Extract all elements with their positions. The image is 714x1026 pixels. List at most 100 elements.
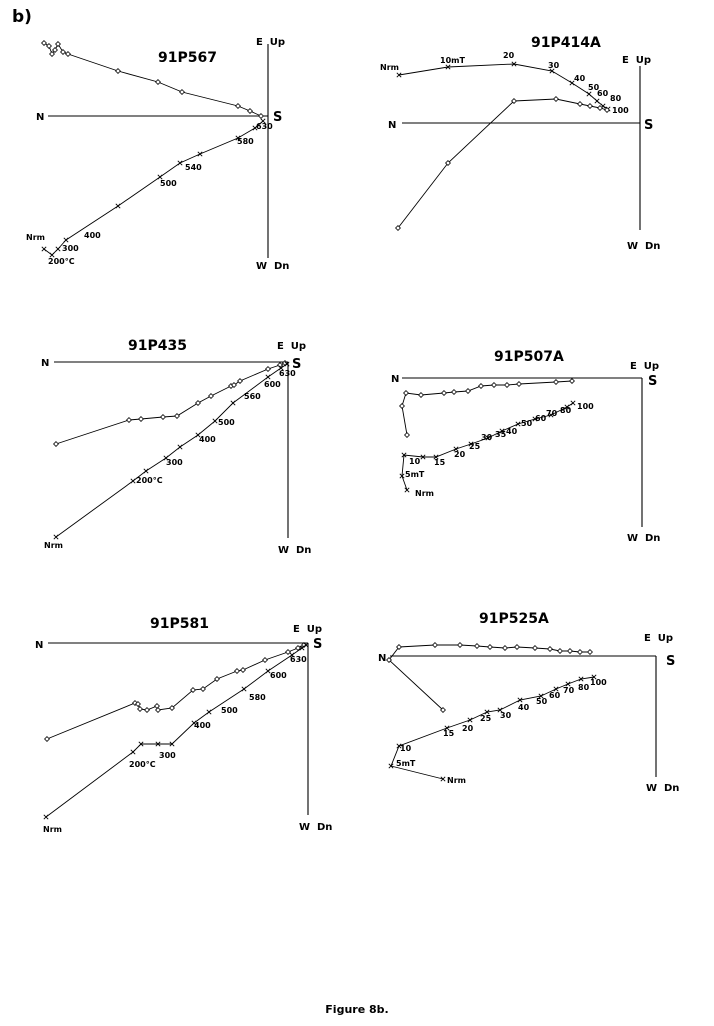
axis-label-south: S bbox=[292, 357, 301, 372]
step-label: 40 bbox=[518, 703, 530, 712]
step-label: 80 bbox=[560, 406, 572, 415]
data-point-cross bbox=[303, 642, 309, 648]
step-label: 500 bbox=[218, 418, 235, 427]
data-point-cross bbox=[155, 741, 161, 747]
data-point-cross bbox=[497, 707, 503, 713]
step-label: 25 bbox=[480, 714, 492, 723]
step-label: Nrm bbox=[44, 541, 63, 550]
data-point-diamond bbox=[491, 382, 497, 388]
step-label: 300 bbox=[166, 458, 183, 467]
data-point-diamond bbox=[597, 105, 603, 111]
data-point-cross bbox=[399, 473, 405, 479]
series-line-0 bbox=[401, 380, 573, 436]
data-point-cross bbox=[163, 455, 169, 461]
data-point-cross bbox=[138, 741, 144, 747]
step-label: 300 bbox=[62, 244, 79, 253]
step-label: 5mT bbox=[405, 470, 425, 479]
data-point-cross bbox=[515, 421, 521, 427]
data-point-diamond bbox=[514, 644, 520, 650]
axis-label-south: S bbox=[313, 637, 322, 652]
axis-label-east-up: E Up bbox=[293, 624, 322, 635]
data-point-diamond bbox=[516, 381, 522, 387]
data-point-cross bbox=[484, 709, 490, 715]
step-label: 40 bbox=[506, 427, 518, 436]
step-label: 560 bbox=[244, 392, 261, 401]
data-point-diamond bbox=[474, 643, 480, 649]
data-point-cross bbox=[265, 668, 271, 674]
data-point-diamond bbox=[214, 676, 220, 682]
step-label: 100 bbox=[612, 106, 629, 115]
data-point-cross bbox=[594, 98, 600, 104]
data-point-diamond bbox=[240, 667, 246, 673]
step-label: Nrm bbox=[380, 63, 399, 72]
axis-label-north: N bbox=[378, 653, 386, 664]
data-point-diamond bbox=[144, 707, 150, 713]
step-label: 630 bbox=[256, 122, 273, 131]
data-point-cross bbox=[284, 361, 290, 367]
data-point-cross bbox=[230, 400, 236, 406]
axis-label-west-down: W Dn bbox=[299, 822, 332, 833]
data-point-diamond bbox=[190, 687, 196, 693]
data-point-diamond bbox=[155, 707, 161, 713]
axis-label-east-up: E Up bbox=[644, 633, 673, 644]
panel-label: b) bbox=[12, 7, 32, 27]
data-point-cross bbox=[549, 68, 555, 74]
step-label: 580 bbox=[237, 137, 254, 146]
step-label: 20 bbox=[462, 724, 474, 733]
data-point-cross bbox=[143, 468, 149, 474]
data-point-cross bbox=[433, 454, 439, 460]
data-point-diamond bbox=[55, 41, 61, 47]
data-point-diamond bbox=[137, 706, 143, 712]
data-point-cross bbox=[388, 763, 394, 769]
axis-label-east-up: E Up bbox=[630, 361, 659, 372]
step-label: 200°C bbox=[48, 257, 75, 266]
step-label: 15 bbox=[434, 458, 446, 467]
step-label: Nrm bbox=[415, 489, 434, 498]
series-line-0 bbox=[388, 644, 590, 711]
step-label: 400 bbox=[194, 721, 211, 730]
data-point-diamond bbox=[174, 413, 180, 419]
step-label: 80 bbox=[610, 94, 622, 103]
data-point-diamond bbox=[396, 644, 402, 650]
step-label: 630 bbox=[290, 655, 307, 664]
data-point-diamond bbox=[404, 432, 410, 438]
data-point-cross bbox=[570, 400, 576, 406]
data-point-diamond bbox=[115, 68, 121, 74]
data-point-diamond bbox=[532, 645, 538, 651]
data-point-diamond bbox=[44, 736, 50, 742]
data-point-cross bbox=[197, 151, 203, 157]
data-point-cross bbox=[130, 749, 136, 755]
step-label: 60 bbox=[549, 691, 561, 700]
data-point-diamond bbox=[208, 393, 214, 399]
data-point-cross bbox=[553, 686, 559, 692]
data-point-diamond bbox=[553, 96, 559, 102]
step-label: 630 bbox=[279, 369, 296, 378]
data-point-cross bbox=[278, 365, 284, 371]
data-point-cross bbox=[260, 118, 266, 124]
data-point-diamond bbox=[126, 417, 132, 423]
data-point-diamond bbox=[138, 416, 144, 422]
data-point-cross bbox=[532, 416, 538, 422]
data-point-diamond bbox=[52, 47, 58, 53]
axis-label-west-down: W Dn bbox=[627, 241, 660, 252]
plot-91P525A: 91P525A N S E Up W Dn 10 5mT Nrm 15 20 25 30 40… bbox=[378, 611, 679, 794]
data-point-cross bbox=[548, 412, 554, 418]
data-point-diamond bbox=[169, 705, 175, 711]
data-point-cross bbox=[63, 237, 69, 243]
step-label: 30 bbox=[500, 711, 512, 720]
data-point-diamond bbox=[41, 40, 47, 46]
data-point-cross bbox=[130, 478, 136, 484]
data-point-cross bbox=[404, 487, 410, 493]
plot-title: 91P507A bbox=[494, 349, 564, 365]
data-point-cross bbox=[289, 652, 295, 658]
axis-label-east-up: E Up bbox=[277, 341, 306, 352]
series-line-0 bbox=[398, 63, 609, 110]
plot-title: 91P567 bbox=[158, 50, 217, 66]
data-point-cross bbox=[591, 674, 597, 680]
step-label: 200°C bbox=[136, 476, 163, 485]
step-label: 500 bbox=[160, 179, 177, 188]
data-point-cross bbox=[265, 374, 271, 380]
data-point-diamond bbox=[195, 400, 201, 406]
step-label: 540 bbox=[185, 163, 202, 172]
